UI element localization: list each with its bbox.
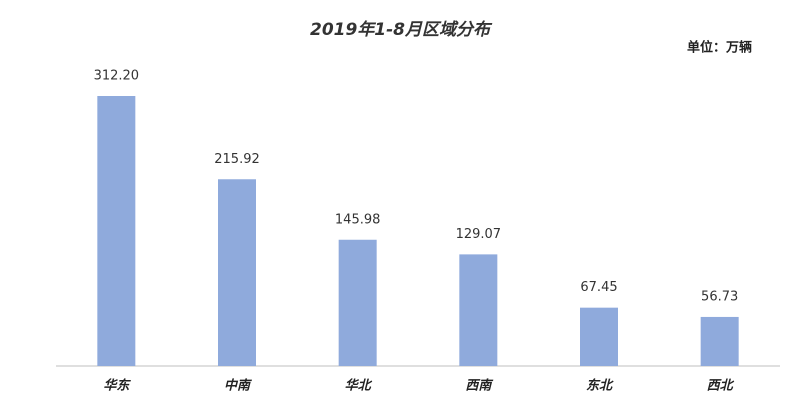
- chart-title: 2019年1-8月区域分布: [310, 20, 493, 40]
- x-tick-label: 西北: [707, 379, 735, 394]
- bar: [459, 254, 498, 366]
- value-label: 56.73: [701, 289, 738, 304]
- value-label: 312.20: [94, 69, 140, 84]
- bar: [97, 96, 136, 366]
- x-tick-label: 华北: [345, 378, 373, 394]
- bar: [700, 316, 739, 366]
- value-label: 215.92: [214, 152, 260, 167]
- x-tick-label: 东北: [586, 378, 614, 394]
- bar: [338, 239, 377, 366]
- unit-label: 单位：万辆: [687, 40, 752, 56]
- value-label: 67.45: [580, 280, 617, 295]
- bar: [218, 179, 256, 366]
- x-tick-label: 华东: [103, 378, 131, 394]
- value-label: 129.07: [456, 227, 502, 242]
- bar: [580, 307, 618, 366]
- value-label: 145.98: [335, 212, 381, 227]
- x-tick-label: 西南: [465, 378, 493, 394]
- x-tick-label: 中南: [224, 378, 252, 394]
